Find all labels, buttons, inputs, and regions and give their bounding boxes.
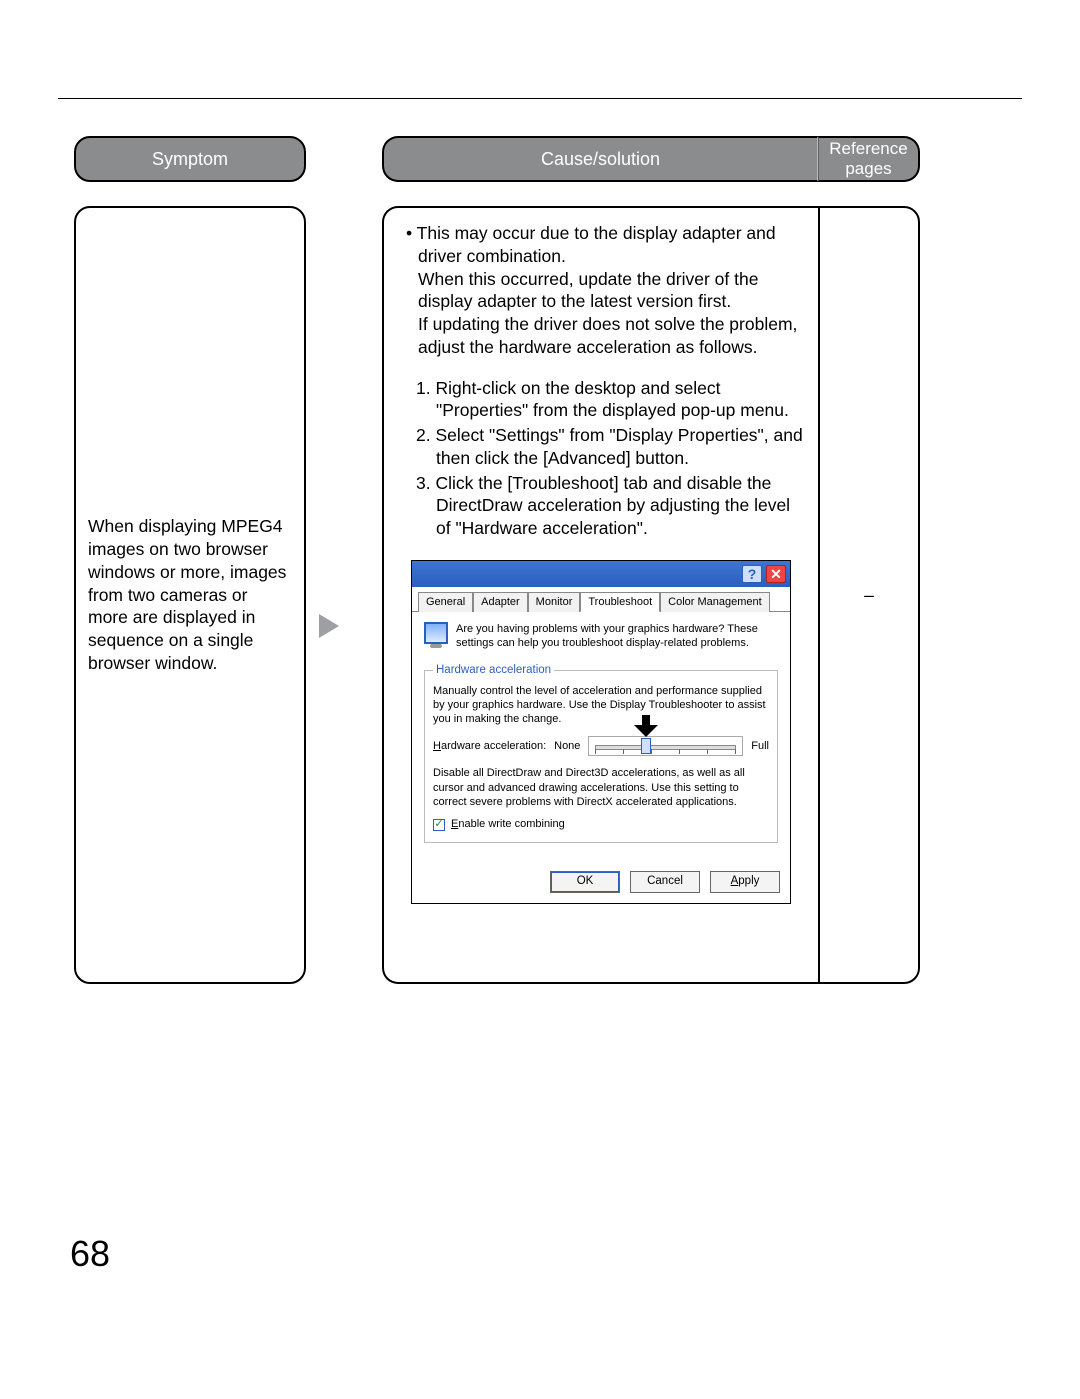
tab-general[interactable]: General — [418, 592, 473, 612]
table-header-row: Symptom Cause/solution Reference pages — [74, 136, 1006, 182]
top-rule — [58, 98, 1022, 99]
help-icon[interactable]: ? — [742, 565, 762, 583]
display-properties-dialog: ? ✕ General Adapter Monitor Troubleshoot… — [411, 560, 791, 904]
cause-bullet-text: • This may occur due to the display adap… — [418, 222, 806, 359]
header-reference: Reference pages — [818, 136, 920, 182]
hw-accel-slider[interactable] — [588, 736, 743, 756]
header-symptom: Symptom — [74, 136, 306, 182]
reference-cell: – — [818, 206, 920, 984]
cancel-button[interactable]: Cancel — [630, 871, 700, 893]
hw-accel-legend: Hardware acceleration — [433, 663, 554, 678]
symptom-cell: When displaying MPEG4 images on two brow… — [74, 206, 306, 984]
pointer-arrow-icon — [632, 715, 660, 737]
step-3: 3. Click the [Troubleshoot] tab and disa… — [436, 472, 806, 540]
header-cause: Cause/solution — [382, 136, 818, 182]
checkbox-icon: ✓ — [433, 819, 445, 831]
close-icon[interactable]: ✕ — [766, 565, 786, 583]
apply-button[interactable]: Apply — [710, 871, 780, 893]
cause-cell: • This may occur due to the display adap… — [382, 206, 818, 984]
dialog-titlebar: ? ✕ — [412, 561, 790, 587]
tab-monitor[interactable]: Monitor — [528, 592, 581, 612]
ok-button[interactable]: OK — [550, 871, 620, 893]
enable-write-combining-checkbox[interactable]: ✓ Enable write combining — [433, 817, 769, 831]
hw-accel-label: Hardware acceleration: — [433, 739, 546, 753]
slider-full-label: Full — [751, 739, 769, 753]
reference-value: – — [864, 584, 874, 607]
tab-row: General Adapter Monitor Troubleshoot Col… — [412, 587, 790, 612]
step-1: 1. Right-click on the desktop and select… — [436, 377, 806, 423]
slider-none-label: None — [554, 739, 580, 753]
dialog-intro-text: Are you having problems with your graphi… — [456, 622, 778, 651]
table-body-row: When displaying MPEG4 images on two brow… — [74, 182, 1006, 984]
hw-accel-note: Disable all DirectDraw and Direct3D acce… — [433, 766, 769, 809]
symptom-text: When displaying MPEG4 images on two brow… — [88, 515, 292, 674]
monitor-icon — [424, 622, 448, 644]
page-number: 68 — [70, 1233, 110, 1275]
step-2: 2. Select "Settings" from "Display Prope… — [436, 424, 806, 470]
tab-color-management[interactable]: Color Management — [660, 592, 770, 612]
hardware-acceleration-group: Hardware acceleration Manually control t… — [424, 663, 778, 843]
hw-accel-desc: Manually control the level of accelerati… — [433, 684, 769, 727]
tab-adapter[interactable]: Adapter — [473, 592, 528, 612]
play-arrow-icon — [317, 612, 341, 640]
tab-troubleshoot[interactable]: Troubleshoot — [580, 592, 660, 612]
